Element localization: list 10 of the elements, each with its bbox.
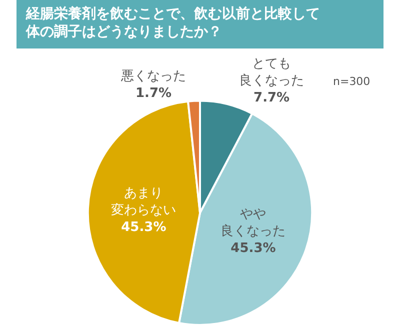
slice-label: あまり変わらない	[111, 186, 176, 218]
data-label: 7.7%	[254, 90, 290, 106]
slice-label: 悪くなった	[120, 69, 186, 84]
data-label: 45.3%	[230, 240, 276, 256]
slice-label: やや良くなった	[220, 207, 286, 239]
data-label: 1.7%	[136, 86, 172, 101]
text: n=300	[333, 75, 370, 88]
data-label: 45.3%	[121, 220, 166, 235]
slice-label: とても良くなった	[239, 56, 304, 89]
chart-title: 経腸栄養剤を飲むことで、飲む以前と比較して体の調子はどうなりましたか？	[25, 5, 320, 40]
